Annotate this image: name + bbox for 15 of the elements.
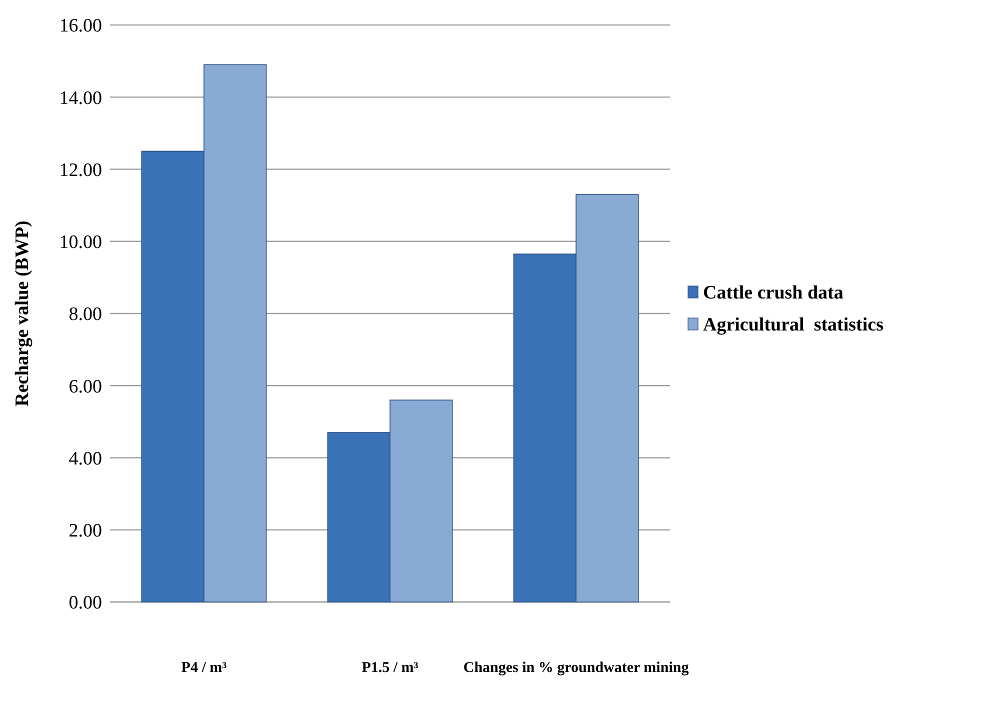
y-tick-label: 12.00 [59, 160, 102, 181]
y-tick-label: 14.00 [59, 88, 102, 109]
legend-label: Cattle crush data [703, 282, 844, 304]
legend-label: Agricultural statistics [703, 314, 884, 336]
y-axis-title: Recharge value (BWP) [12, 220, 33, 406]
y-tick-label: 8.00 [68, 304, 102, 326]
y-tick-label: 6.00 [68, 376, 102, 398]
y-tick-label: 2.00 [68, 520, 102, 542]
y-tick-label: 0.00 [68, 592, 102, 614]
y-tick-label: 16.00 [59, 16, 102, 37]
x-tick-label: P4 / m³ [181, 660, 228, 676]
y-tick-label: 4.00 [68, 448, 102, 470]
x-tick-label: Changes in % groundwater mining [463, 660, 690, 676]
y-tick-label: 10.00 [59, 232, 102, 254]
x-tick-label: P1.5 / m³ [362, 660, 419, 676]
